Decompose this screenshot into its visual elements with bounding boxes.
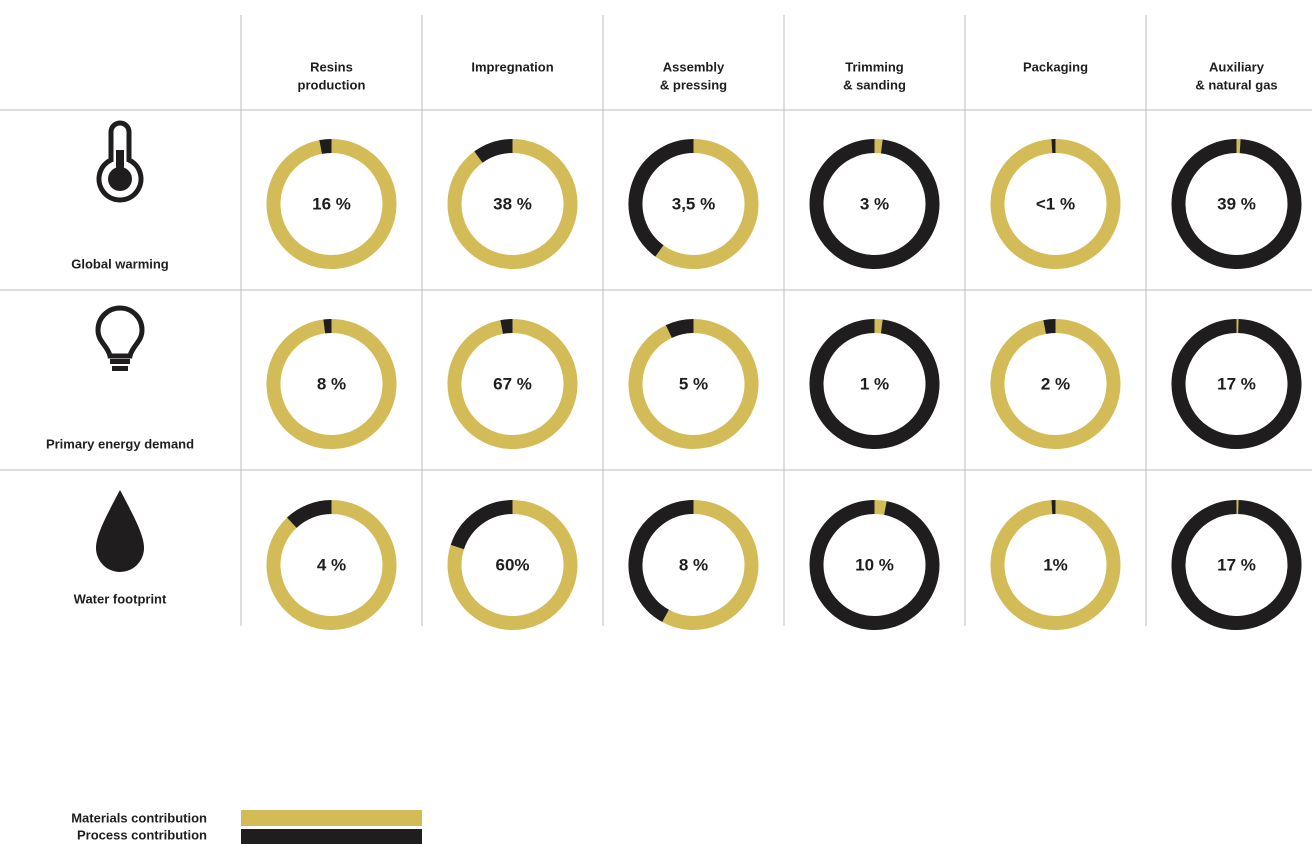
materials-arc (990, 139, 1121, 269)
donut-label: 67 % (493, 374, 532, 393)
donut-label: 1% (1043, 555, 1068, 574)
process-arc (1171, 500, 1302, 630)
icon-thermometer (96, 120, 144, 203)
materials-arc (990, 500, 1121, 630)
process-arc (474, 139, 513, 163)
column-header: Trimming (845, 59, 904, 74)
donut-label: 1 % (860, 374, 889, 393)
donut-label: 17 % (1217, 555, 1256, 574)
donut-label: 2 % (1041, 374, 1070, 393)
process-arc (809, 319, 940, 449)
process-arc (319, 139, 332, 154)
materials-arc (447, 139, 578, 269)
column-header: Impregnation (471, 59, 553, 74)
icon-bulb (95, 305, 145, 371)
donut-label: 3,5 % (672, 194, 715, 213)
process-arc (665, 319, 694, 338)
materials-arc (628, 319, 759, 449)
materials-arc (266, 319, 397, 449)
donut-label: <1 % (1036, 194, 1075, 213)
materials-arc (447, 319, 578, 449)
materials-arc (874, 500, 887, 515)
process-arc (287, 500, 332, 529)
donut-label: 10 % (855, 555, 894, 574)
process-arc (450, 500, 513, 550)
donut-label: 5 % (679, 374, 708, 393)
column-header: Auxiliary (1209, 59, 1265, 74)
donut-label: 17 % (1217, 374, 1256, 393)
column-header: production (298, 77, 366, 92)
row-label: Primary energy demand (46, 436, 194, 451)
materials-arc (266, 500, 397, 630)
process-arc (1171, 139, 1302, 269)
materials-arc (990, 319, 1121, 449)
column-header: & pressing (660, 77, 727, 92)
process-arc (809, 139, 940, 269)
column-header: Packaging (1023, 59, 1088, 74)
donut-label: 39 % (1217, 194, 1256, 213)
column-header: Resins (310, 59, 353, 74)
donut-label: 8 % (679, 555, 708, 574)
donut-label: 38 % (493, 194, 532, 213)
legend-label: Process contribution (77, 827, 207, 842)
process-arc (628, 500, 694, 622)
column-header: & natural gas (1195, 77, 1277, 92)
donut-label: 60% (495, 555, 529, 574)
materials-arc (662, 500, 759, 630)
row-label: Water footprint (74, 591, 167, 606)
row-label: Global warming (71, 256, 169, 271)
legend-swatch (241, 810, 422, 826)
process-arc (500, 319, 513, 334)
legend-swatch (241, 829, 422, 844)
legend-label: Materials contribution (71, 810, 207, 825)
materials-arc (447, 500, 578, 630)
column-header: & sanding (843, 77, 906, 92)
process-arc (1171, 319, 1302, 449)
donut-label: 4 % (317, 555, 346, 574)
materials-arc (655, 139, 759, 269)
process-arc (809, 500, 940, 630)
donut-label: 16 % (312, 194, 351, 213)
column-header: Assembly (663, 59, 725, 74)
donut-label: 3 % (860, 194, 889, 213)
process-arc (1043, 319, 1056, 334)
process-arc (628, 139, 694, 257)
icon-drop (96, 490, 144, 572)
materials-arc (266, 139, 397, 269)
donut-label: 8 % (317, 374, 346, 393)
